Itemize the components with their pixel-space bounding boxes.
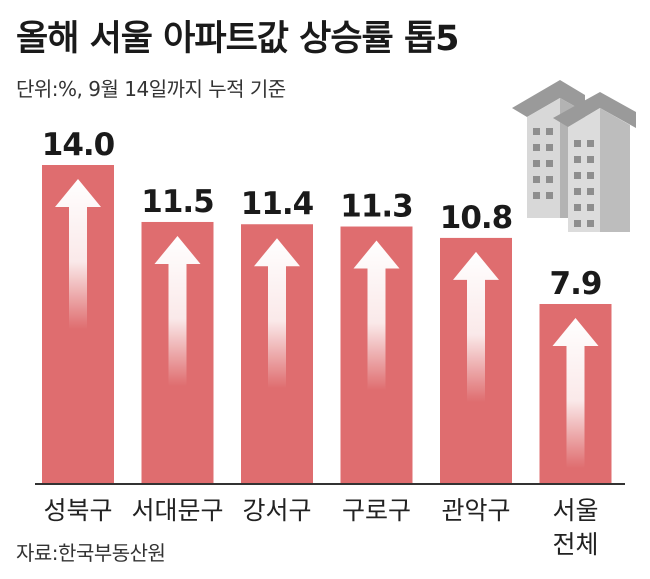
bar-value-label: 10.8 [440,200,513,236]
bar-value-label: 14.0 [42,127,115,163]
category-label: 전체 [552,530,598,559]
chart-subtitle: 단위:%, 9월 14일까지 누적 기준 [16,77,286,101]
bar-value-label: 11.4 [241,186,314,222]
category-label: 성북구 [43,496,112,525]
category-label: 서대문구 [131,496,223,525]
building-front-icon [553,92,636,232]
chart-title: 올해 서울 아파트값 상승률 톱5 [16,19,459,59]
category-label: 구로구 [342,496,411,525]
up-arrow-icon [55,179,101,329]
up-arrow-icon [453,251,499,402]
up-arrow-icon [254,238,300,389]
bar-value-label: 11.3 [340,189,413,225]
up-arrow-icon [353,240,400,391]
category-label: 강서구 [242,496,311,525]
bar-value-label: 11.5 [141,184,214,220]
source-note: 자료:한국부동산원 [16,541,166,565]
bar-value-label: 7.9 [550,266,602,302]
apartment-buildings-icon [512,80,636,232]
up-arrow-icon [154,235,201,386]
up-arrow-icon [552,317,599,468]
category-label: 서울 [552,496,598,525]
category-label: 관악구 [441,496,510,525]
